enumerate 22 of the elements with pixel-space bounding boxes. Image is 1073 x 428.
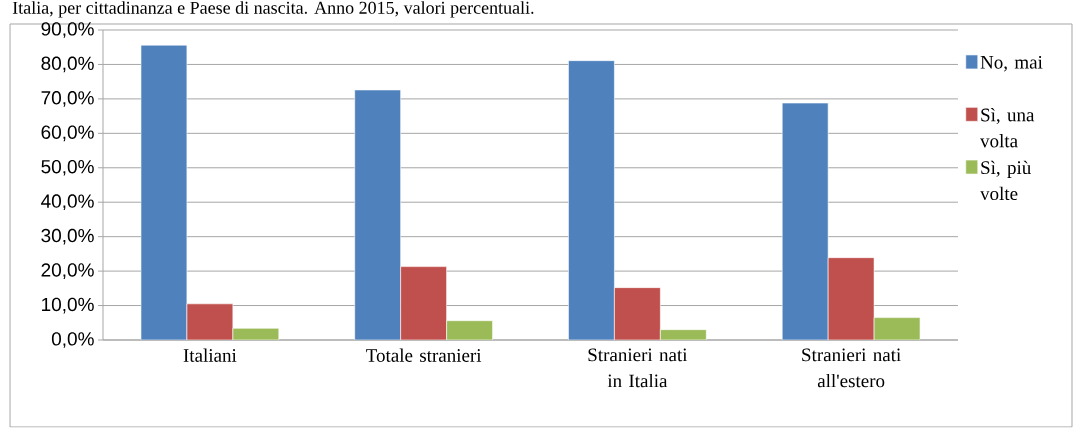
y-tick-label: 10,0% (42, 297, 94, 314)
y-tick-label: 20,0% (41, 263, 94, 279)
bar (186, 303, 234, 340)
y-tick-label: 80,0% (41, 56, 94, 73)
y-tick-label: 0,0% (51, 332, 94, 348)
legend-label: Sì, più volte (980, 160, 1031, 201)
y-tick-label: 50,0% (41, 159, 94, 176)
y-tick-label: 90,0% (41, 22, 94, 38)
legend-label: No, mai (980, 55, 1043, 72)
x-tick-label: Stranieri nati all'estero (802, 348, 901, 388)
y-tick-label: 60,0% (41, 125, 94, 142)
legend-label: Sì, una volta (980, 107, 1035, 148)
chart-title: Italia, per cittadinanza e Paese di nascita. Anno 2015, valori percentuali. (12, 1, 534, 18)
y-tick-label: 40,0% (41, 194, 94, 211)
x-tick-label: Stranieri nati in Italia (588, 348, 688, 388)
x-tick-label: Italiani (183, 348, 237, 362)
bar (614, 287, 661, 340)
bar (400, 266, 447, 340)
x-tick-label: Totale stranieri (366, 348, 482, 362)
bar (827, 257, 875, 340)
y-tick-label: 70,0% (41, 91, 94, 107)
y-tick-label: 30,0% (41, 228, 94, 245)
